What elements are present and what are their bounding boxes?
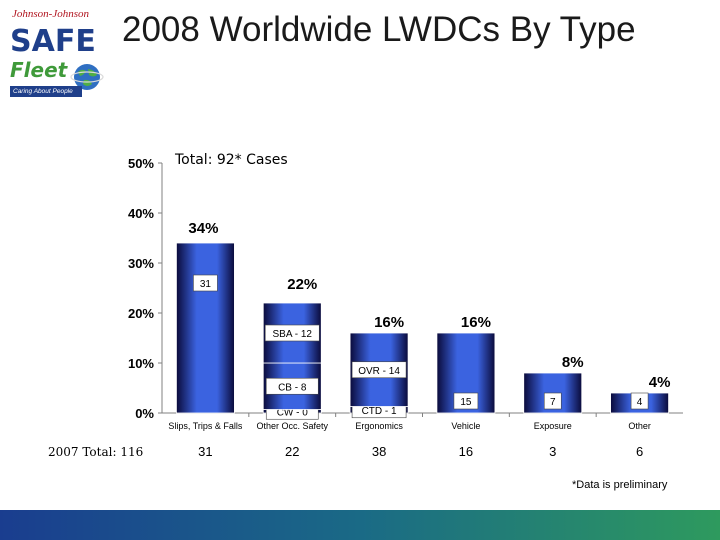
- prior-year-value: 38: [372, 444, 386, 459]
- y-tick-label: 0%: [135, 406, 154, 421]
- y-tick-label: 30%: [128, 256, 154, 271]
- logo-tagline: Caring About People: [10, 86, 82, 97]
- page-title: 2008 Worldwide LWDCs By Type: [122, 10, 636, 49]
- bar-segment: [176, 242, 235, 414]
- segment-label: SBA - 12: [273, 329, 313, 340]
- bar-value-label: 22%: [287, 276, 317, 293]
- segment-label: 4: [637, 397, 643, 408]
- prior-year-label: 2007 Total: 116: [48, 445, 143, 459]
- bar-value-label: 8%: [562, 354, 584, 371]
- segment-label: CTD - 1: [362, 406, 397, 417]
- y-tick-label: 10%: [128, 356, 154, 371]
- segment-label: OVR - 14: [358, 366, 400, 377]
- segment-label-box: [264, 324, 320, 342]
- segment-label-box: [453, 392, 479, 410]
- company-name: Johnson-Johnson: [12, 8, 89, 20]
- bar-value-label: 34%: [188, 220, 218, 237]
- category-label: Slips, Trips & Falls: [168, 421, 243, 431]
- bar-value-label: 16%: [461, 314, 491, 331]
- bar-value-label: 4%: [649, 374, 671, 391]
- footer-bar: [0, 510, 720, 540]
- footnote: *Data is preliminary: [572, 479, 668, 491]
- prior-year-value: 6: [636, 444, 643, 459]
- segment-label: 31: [200, 279, 212, 290]
- prior-year-value: 3: [549, 444, 556, 459]
- y-tick-label: 20%: [128, 306, 154, 321]
- prior-year-value: 16: [459, 444, 473, 459]
- logo-fleet-text: Fleet: [10, 58, 68, 82]
- prior-year-value: 22: [285, 444, 299, 459]
- segment-label-box: [630, 392, 649, 410]
- category-label: Other: [628, 421, 651, 431]
- category-label: Exposure: [534, 421, 572, 431]
- category-label: Vehicle: [451, 421, 480, 431]
- segment-label: 15: [460, 397, 472, 408]
- segment-label: 7: [550, 397, 556, 408]
- category-label: Other Occ. Safety: [256, 421, 328, 431]
- globe-icon: [70, 64, 104, 90]
- segment-label-box: [351, 361, 407, 379]
- segment-label-box: [543, 392, 562, 410]
- segment-label-box: [193, 274, 218, 292]
- chart-title: Total: 92* Cases: [174, 152, 288, 168]
- segment-label: CW - 0: [277, 407, 309, 418]
- y-tick-label: 40%: [128, 206, 154, 221]
- category-label: Ergonomics: [355, 421, 403, 431]
- segment-label-box: [265, 377, 319, 395]
- y-tick-label: 50%: [128, 156, 154, 171]
- bar-value-label: 16%: [374, 314, 404, 331]
- segment-label: CB - 8: [278, 382, 307, 393]
- prior-year-value: 31: [198, 444, 212, 459]
- logo-safe-text: SAFE: [10, 24, 96, 59]
- safe-fleet-logo: Johnson-Johnson SAFE Fleet Caring About …: [6, 6, 106, 98]
